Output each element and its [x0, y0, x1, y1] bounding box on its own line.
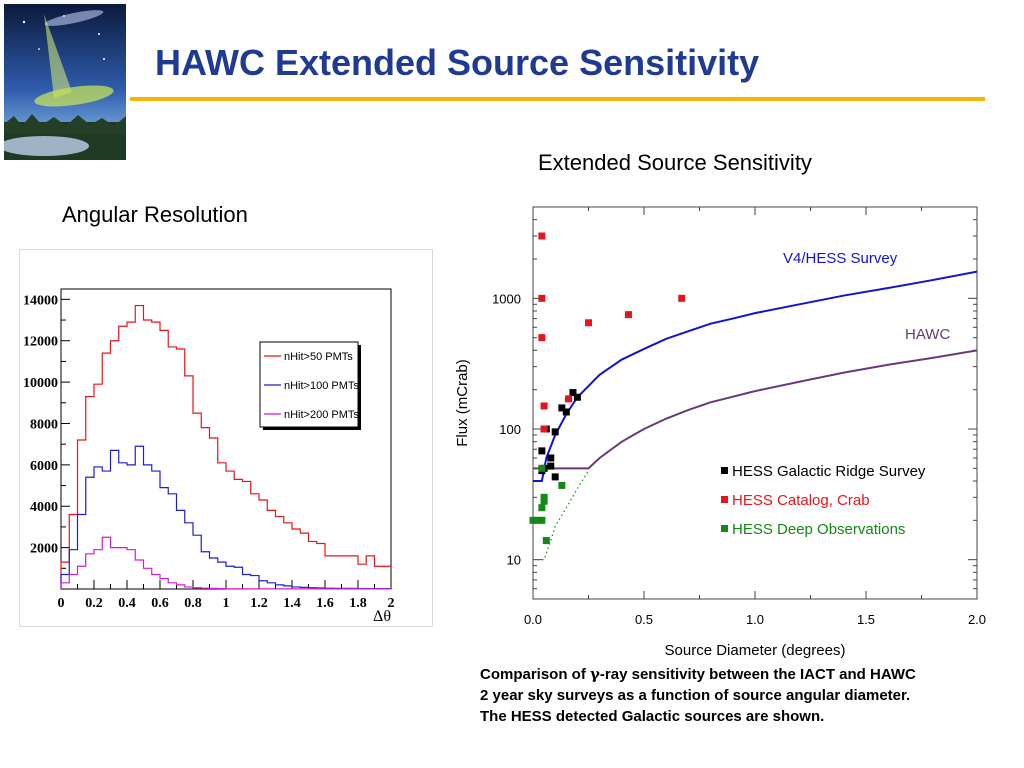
x-tick-label: 1.5 — [857, 612, 875, 627]
y-tick-label: 10000 — [23, 376, 58, 391]
x-tick-label: 0.6 — [151, 596, 169, 611]
data-point-series-3 — [558, 481, 566, 489]
note-line-3: The HESS detected Galactic sources are s… — [480, 708, 825, 725]
data-point-series-3 — [542, 537, 550, 545]
y-tick-label: 12000 — [23, 335, 58, 350]
legend-label: nHit>50 PMTs — [284, 351, 353, 363]
legend-marker — [721, 467, 728, 474]
y-tick-label: 1000 — [492, 291, 521, 306]
y-tick-label: 100 — [499, 422, 521, 437]
y-tick-label: 14000 — [23, 293, 58, 308]
data-point-series-1 — [551, 473, 559, 481]
slide-title: HAWC Extended Source Sensitivity — [155, 42, 760, 83]
x-tick-label: 1.6 — [316, 596, 334, 611]
legend-label: HESS Deep Observations — [732, 521, 905, 538]
data-point-series-3 — [538, 516, 546, 524]
angular-resolution-chart: 0 0.2 0.4 0.6 0.8 1 1.2 1.4 1.6 1.8 2 2000 4000 6000 8… — [19, 249, 433, 627]
data-point-series-2 — [538, 334, 546, 342]
data-point-series-1 — [562, 408, 570, 416]
hawc-observatory-icon — [0, 4, 126, 160]
data-point-series-1 — [569, 389, 577, 397]
histogram-plot: 0 0.2 0.4 0.6 0.8 1 1.2 1.4 1.6 1.8 2 2000 4000 6000 8… — [23, 288, 395, 625]
gamma-symbol: γ — [590, 665, 600, 683]
data-point-series-3 — [538, 504, 546, 512]
data-point-series-2 — [585, 319, 592, 327]
x-tick-label: 2.0 — [968, 612, 986, 627]
x-tick-label: 1.0 — [746, 612, 764, 627]
histogram-series-3 — [60, 536, 391, 590]
x-tick-label: 0.2 — [85, 596, 103, 611]
data-point-series-2 — [540, 425, 548, 433]
data-point-series-2 — [540, 402, 548, 410]
x-tick-label: 1 — [223, 596, 230, 611]
legend-marker — [721, 525, 728, 532]
title-underline — [130, 97, 985, 101]
x-axis-label: Source Diameter (degrees) — [665, 642, 846, 659]
x-tick-label: 1.2 — [250, 596, 268, 611]
curve-label-v4hess: V4/HESS Survey — [783, 250, 898, 267]
note-line-1: Comparison of γ-ray sensitivity between … — [480, 664, 1000, 685]
legend-label: nHit>200 PMTs — [284, 409, 359, 421]
sensitivity-curve-2 — [533, 349, 978, 470]
data-point-series-2 — [538, 232, 546, 240]
legend-label: HESS Catalog, Crab — [732, 492, 870, 509]
x-tick-label: 1.4 — [283, 596, 301, 611]
x-tick-label: 1.8 — [349, 596, 367, 611]
y-tick-label: 4000 — [30, 500, 58, 515]
data-point-series-1 — [551, 428, 559, 436]
data-point-series-2 — [678, 294, 686, 302]
angular-resolution-caption: Angular Resolution — [62, 202, 248, 227]
data-point-series-3 — [540, 493, 548, 501]
x-axis-label: Δθ — [373, 608, 391, 625]
note-text: Comparison of — [480, 666, 591, 683]
deep-observation-curve — [533, 470, 590, 561]
legend-label: nHit>100 PMTs — [284, 380, 359, 392]
data-point-series-1 — [558, 404, 566, 412]
x-tick-label: 0.4 — [118, 596, 136, 611]
y-tick-label: 6000 — [30, 459, 58, 474]
x-tick-label: 2 — [388, 596, 395, 611]
x-tick-label: 0.8 — [184, 596, 202, 611]
note-text: -ray sensitivity between the IACT and HA… — [599, 666, 916, 683]
data-point-series-1 — [573, 393, 581, 401]
figure-note: Comparison of γ-ray sensitivity between … — [480, 664, 1000, 727]
hawc-logo-image — [0, 4, 126, 160]
legend-marker — [721, 496, 728, 503]
y-tick-label: 2000 — [30, 542, 58, 557]
data-point-series-1 — [538, 447, 546, 455]
x-tick-label: 0 — [58, 596, 65, 611]
x-tick-label: 0.0 — [524, 612, 542, 627]
data-point-series-3 — [529, 516, 537, 524]
data-point-series-2 — [538, 294, 546, 302]
y-axis-label: Flux (mCrab) — [454, 359, 471, 447]
note-line-2: 2 year sky surveys as a function of sour… — [480, 687, 911, 704]
sensitivity-caption: Extended Source Sensitivity — [538, 150, 812, 175]
sensitivity-plot: 0.0 0.5 1.0 1.5 2.0 10 100 1000 Source Diameter … — [454, 206, 986, 659]
y-tick-label: 8000 — [30, 417, 58, 432]
data-point-series-2 — [624, 311, 632, 319]
sensitivity-chart: 0.0 0.5 1.0 1.5 2.0 10 100 1000 Source Diameter … — [450, 195, 1010, 665]
x-tick-label: 0.5 — [635, 612, 653, 627]
data-point-series-3 — [533, 516, 541, 524]
histogram-series-1 — [60, 304, 391, 589]
y-tick-label: 10 — [507, 553, 521, 568]
histogram-series-2 — [60, 445, 391, 590]
data-point-series-1 — [547, 454, 555, 462]
plot-frame — [532, 206, 978, 600]
plot-frame — [60, 288, 392, 590]
data-point-series-2 — [565, 395, 573, 403]
data-point-series-3 — [540, 497, 548, 505]
legend-label: HESS Galactic Ridge Survey — [732, 463, 926, 480]
data-point-series-3 — [538, 464, 546, 472]
curve-label-hawc: HAWC — [905, 326, 950, 343]
data-point-series-1 — [547, 462, 555, 470]
